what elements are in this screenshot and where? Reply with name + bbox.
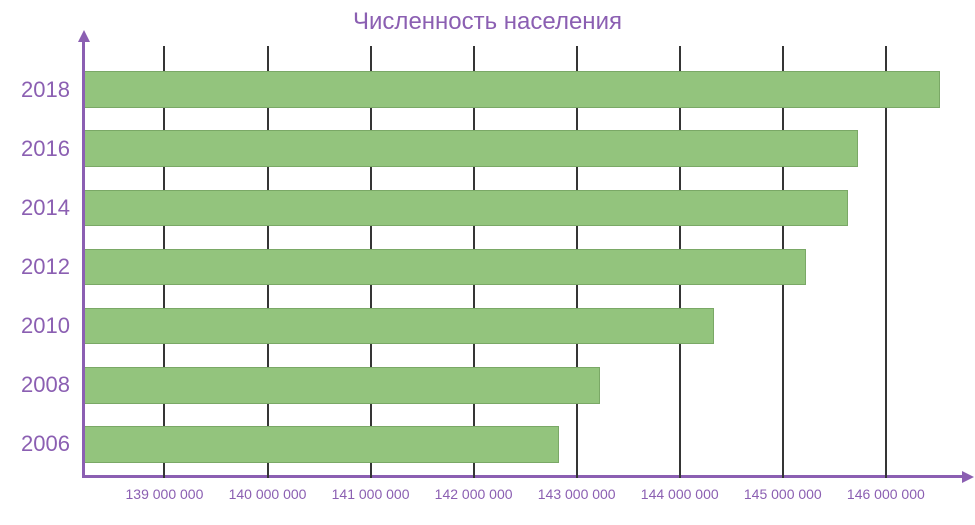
y-tick-label: 2012 <box>21 254 82 280</box>
bar <box>85 71 940 108</box>
bar <box>85 426 559 463</box>
x-tick-label: 142 000 000 <box>435 478 513 502</box>
bar <box>85 249 806 286</box>
x-tick-label: 143 000 000 <box>538 478 616 502</box>
x-tick-label: 139 000 000 <box>126 478 204 502</box>
x-axis-arrow-icon <box>962 471 974 483</box>
x-tick-label: 146 000 000 <box>847 478 925 502</box>
y-tick-label: 2016 <box>21 136 82 162</box>
x-tick-label: 145 000 000 <box>744 478 822 502</box>
bar <box>85 190 848 227</box>
y-tick-label: 2018 <box>21 77 82 103</box>
population-chart: Численность населения 139 000 000140 000… <box>0 0 975 525</box>
plot-area: 139 000 000140 000 000141 000 000142 000… <box>82 46 958 478</box>
y-tick-label: 2008 <box>21 372 82 398</box>
y-tick-label: 2014 <box>21 195 82 221</box>
bar <box>85 367 600 404</box>
chart-title: Численность населения <box>0 8 975 36</box>
x-tick-label: 140 000 000 <box>229 478 307 502</box>
y-tick-label: 2010 <box>21 313 82 339</box>
gridline <box>885 46 887 478</box>
bar <box>85 130 858 167</box>
x-axis <box>82 475 964 478</box>
bar <box>85 308 714 345</box>
y-tick-label: 2006 <box>21 431 82 457</box>
x-tick-label: 144 000 000 <box>641 478 719 502</box>
x-tick-label: 141 000 000 <box>332 478 410 502</box>
y-axis-arrow-icon <box>78 30 90 42</box>
